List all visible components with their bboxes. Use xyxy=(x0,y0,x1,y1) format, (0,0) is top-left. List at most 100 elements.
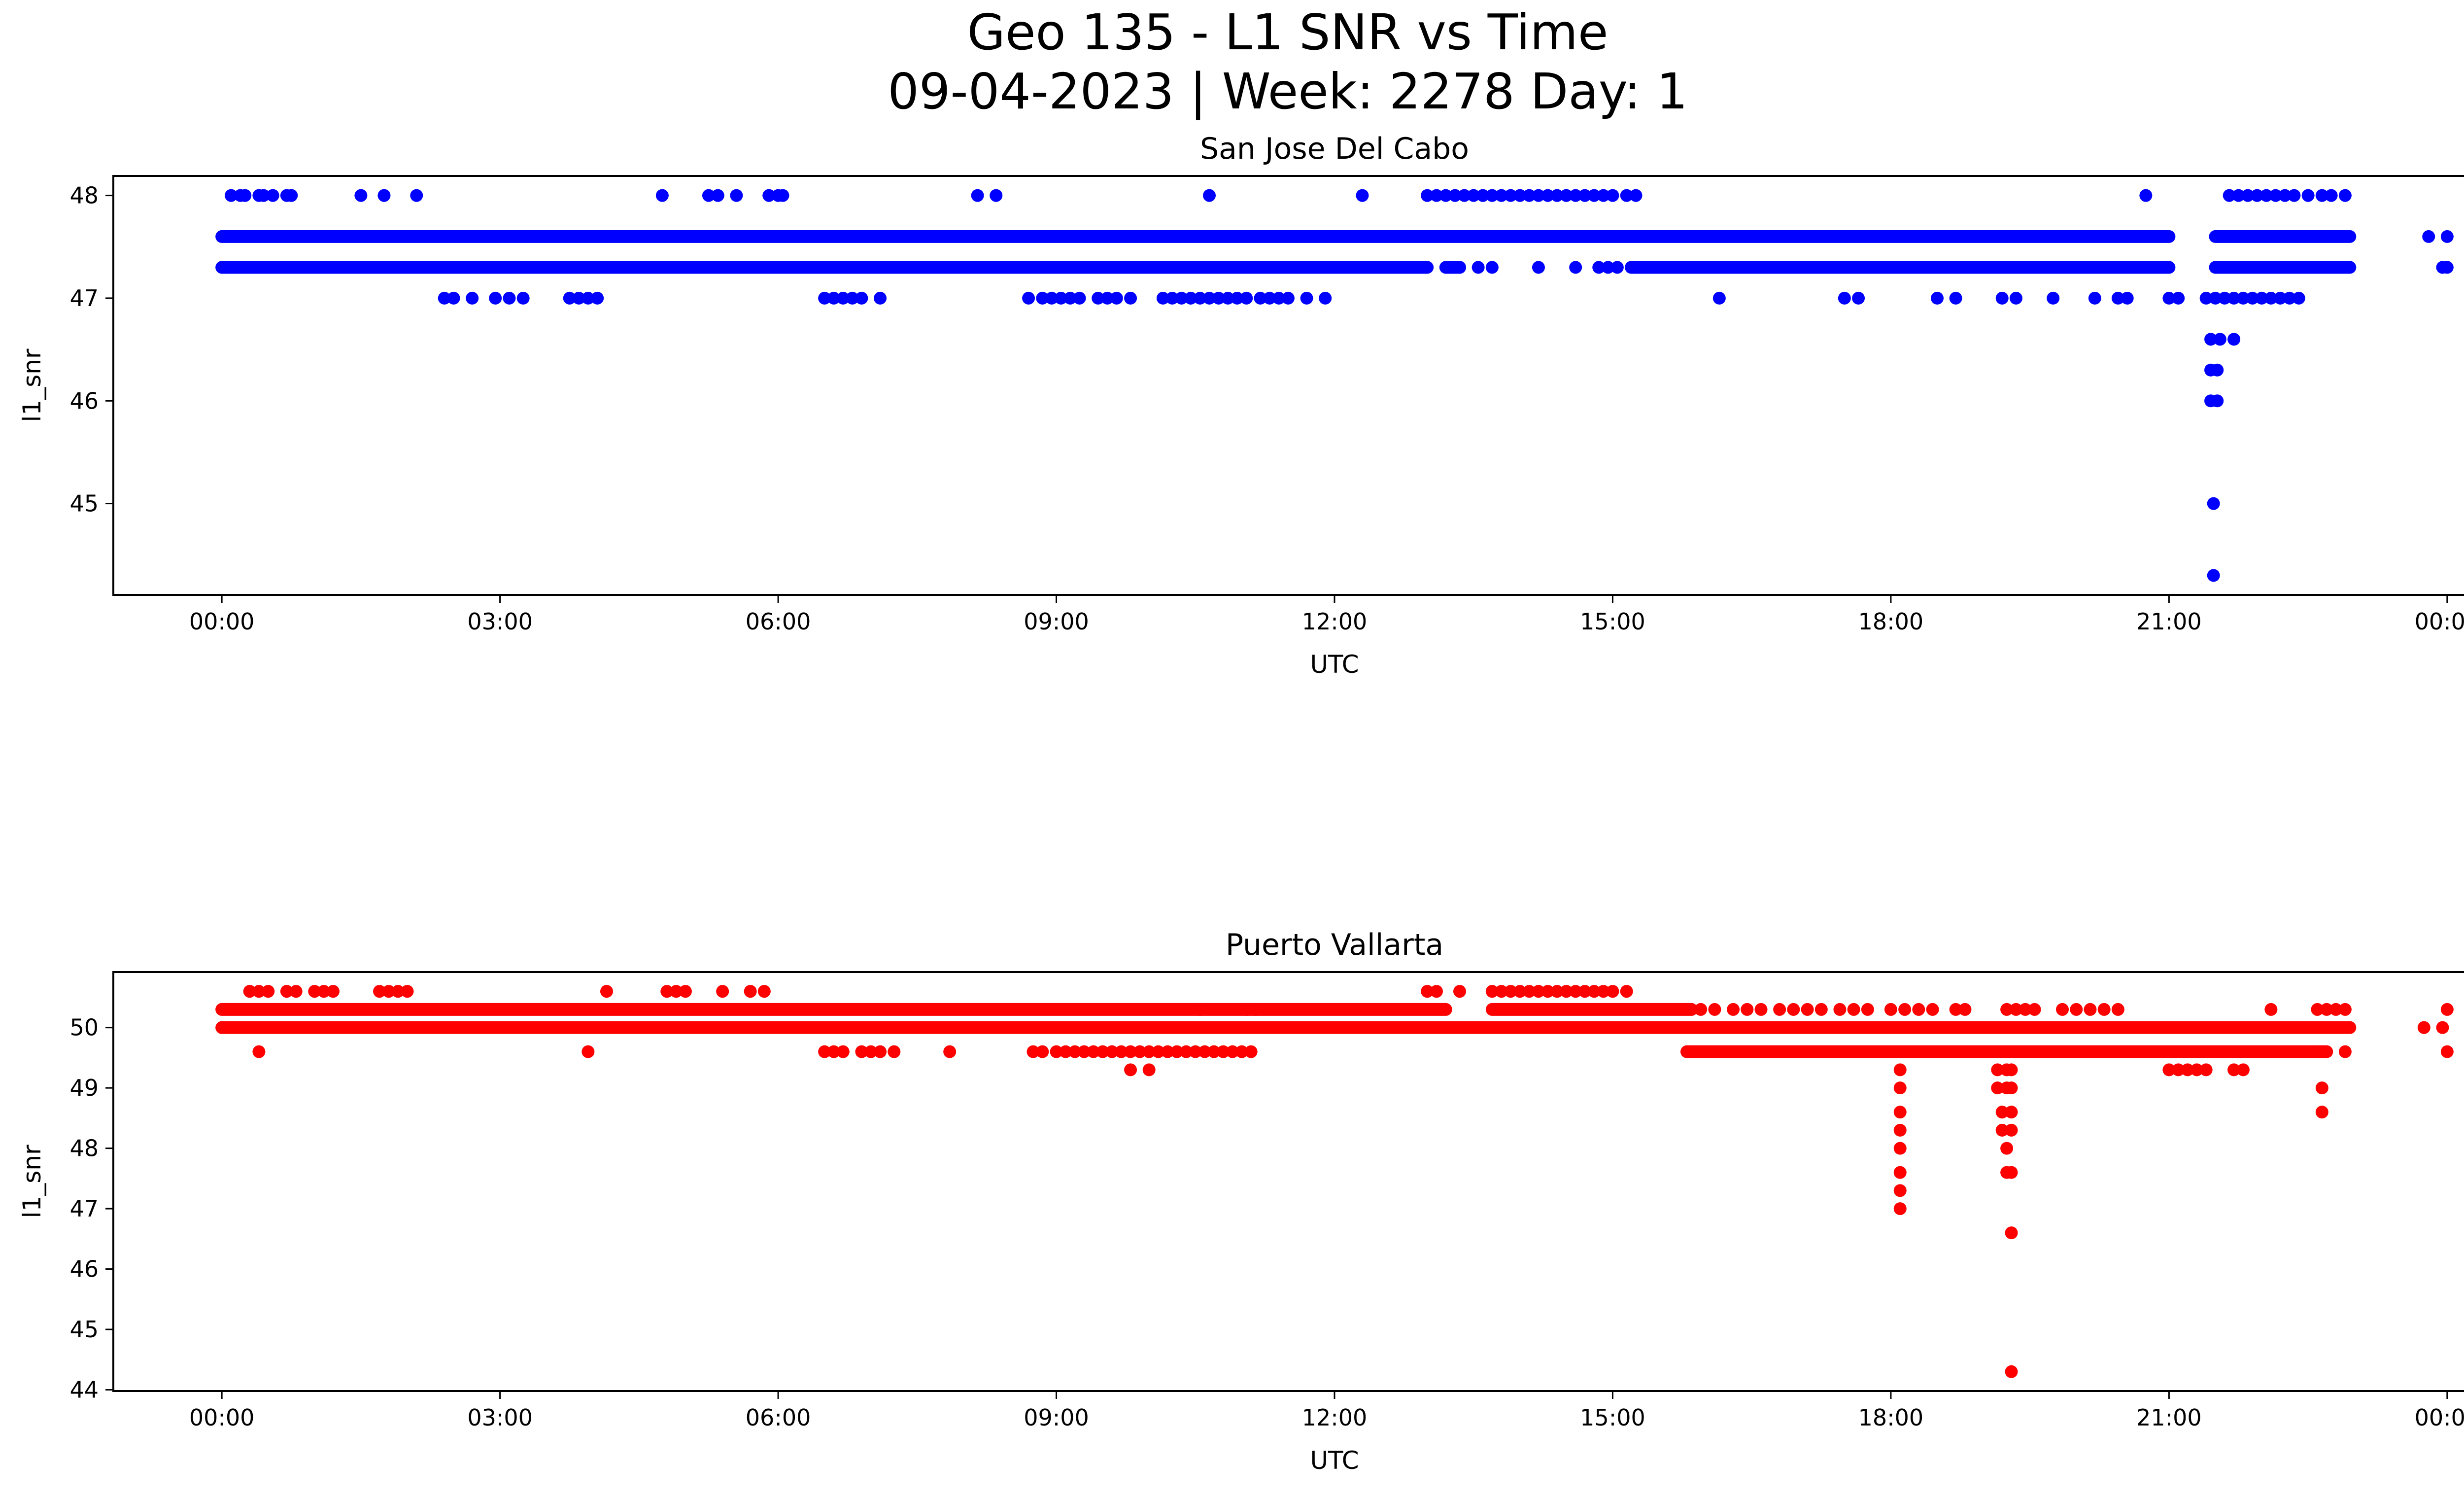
data-point xyxy=(730,189,743,202)
data-point xyxy=(1036,291,1049,305)
data-point xyxy=(1249,1003,1263,1016)
data-point xyxy=(1995,1106,2009,1119)
figure-title-line2: 09-04-2023 | Week: 2278 Day: 1 xyxy=(888,63,1687,120)
data-point xyxy=(1142,1045,1156,1058)
data-point xyxy=(1495,985,1508,998)
data-point xyxy=(2227,333,2241,346)
data-point xyxy=(1087,1045,1100,1058)
data-point xyxy=(489,291,502,305)
data-point xyxy=(2070,1003,2083,1016)
data-point xyxy=(563,291,576,305)
data-point xyxy=(1054,291,1067,305)
data-point xyxy=(1814,1003,1828,1016)
data-point xyxy=(1240,291,1253,305)
data-point xyxy=(943,1045,957,1058)
data-point xyxy=(2315,189,2328,202)
data-point xyxy=(1152,1045,1165,1058)
data-point xyxy=(1847,1003,1860,1016)
data-point xyxy=(1578,189,1592,202)
data-point xyxy=(438,291,451,305)
data-point xyxy=(1893,1142,1907,1155)
data-point xyxy=(1504,189,1517,202)
data-point xyxy=(2162,291,2176,305)
x-tick-label: 18:00 xyxy=(1858,1404,1924,1431)
data-point xyxy=(1926,1003,1939,1016)
data-point xyxy=(1893,1123,1907,1137)
data-point xyxy=(1281,291,1295,305)
data-point xyxy=(2000,1003,2014,1016)
data-point xyxy=(2292,291,2305,305)
data-point xyxy=(1092,291,1105,305)
data-point xyxy=(466,291,479,305)
data-point xyxy=(716,985,729,998)
data-point xyxy=(1550,189,1564,202)
data-point xyxy=(1787,1003,1800,1016)
data-point xyxy=(1550,985,1564,998)
data-point xyxy=(2329,1003,2343,1016)
x-tick-label: 18:00 xyxy=(1858,608,1924,635)
data-point xyxy=(1898,1003,1912,1016)
data-point xyxy=(2111,1003,2124,1016)
data-point xyxy=(1741,1003,1754,1016)
data-point xyxy=(1694,1003,1708,1016)
data-point xyxy=(1319,291,1332,305)
data-point xyxy=(2227,1063,2241,1077)
x-tick-label: 03:00 xyxy=(467,1404,533,1431)
panel-1-axes-ticks: 00:00 03:00 06:00 09:00 12:00 15:00 18:00 21:00… xyxy=(69,1014,2464,1431)
data-point xyxy=(855,1045,868,1058)
data-point xyxy=(1235,1045,1248,1058)
x-tick-label: 15:00 xyxy=(1580,1404,1645,1431)
data-point xyxy=(2422,230,2435,243)
data-point xyxy=(1485,189,1499,202)
data-point xyxy=(1194,1003,1207,1016)
data-point xyxy=(1727,1003,1740,1016)
panel-0-x-axis-label: UTC xyxy=(1310,650,1359,679)
y-tick-label: 50 xyxy=(69,1014,99,1041)
chart-panel-puerto-vallarta: Puerto Vallarta 00:00 03:00 06:00 09:00 12:0… xyxy=(18,928,2464,1475)
data-point xyxy=(2325,189,2338,202)
data-point xyxy=(391,985,405,998)
data-point xyxy=(1077,1045,1091,1058)
data-point xyxy=(1179,1045,1193,1058)
data-point xyxy=(1773,1003,1786,1016)
data-point xyxy=(1541,189,1554,202)
data-point xyxy=(266,189,279,202)
data-point xyxy=(2264,1003,2278,1016)
y-tick-label: 49 xyxy=(69,1075,99,1101)
data-point xyxy=(2172,1063,2185,1077)
data-point xyxy=(289,985,303,998)
data-point xyxy=(1356,189,1369,202)
data-point xyxy=(1991,1081,2004,1095)
data-point xyxy=(326,985,340,998)
data-point xyxy=(308,985,321,998)
x-tick-label: 06:00 xyxy=(746,1404,811,1431)
data-point xyxy=(2005,1365,2018,1378)
x-tick-label: 00:00 xyxy=(2415,608,2464,635)
data-point xyxy=(1194,291,1207,305)
data-point xyxy=(1226,1045,1239,1058)
panel-title-puerto-vallarta: Puerto Vallarta xyxy=(1226,928,1443,962)
data-point xyxy=(317,985,331,998)
data-point xyxy=(1569,189,1582,202)
data-point xyxy=(762,189,776,202)
data-point xyxy=(1050,1045,1063,1058)
data-point xyxy=(1861,1003,1874,1016)
y-tick-label: 48 xyxy=(69,1135,99,1162)
data-point xyxy=(1560,189,1573,202)
y-tick-label: 48 xyxy=(69,182,99,209)
data-point xyxy=(382,985,395,998)
data-point xyxy=(2019,1003,2032,1016)
panel-title-san-jose-del-cabo: San Jose Del Cabo xyxy=(1200,132,1469,166)
data-point xyxy=(1532,189,1545,202)
data-point xyxy=(1504,985,1517,998)
data-point xyxy=(660,985,674,998)
data-point xyxy=(1893,1202,1907,1216)
data-point xyxy=(1485,985,1499,998)
data-point xyxy=(1059,1045,1072,1058)
data-point xyxy=(2338,189,2352,202)
data-point xyxy=(2274,291,2287,305)
data-point xyxy=(1476,189,1490,202)
data-point xyxy=(1263,291,1276,305)
figure-title-line1: Geo 135 - L1 SNR vs Time xyxy=(967,3,1608,61)
data-point xyxy=(1708,1003,1721,1016)
